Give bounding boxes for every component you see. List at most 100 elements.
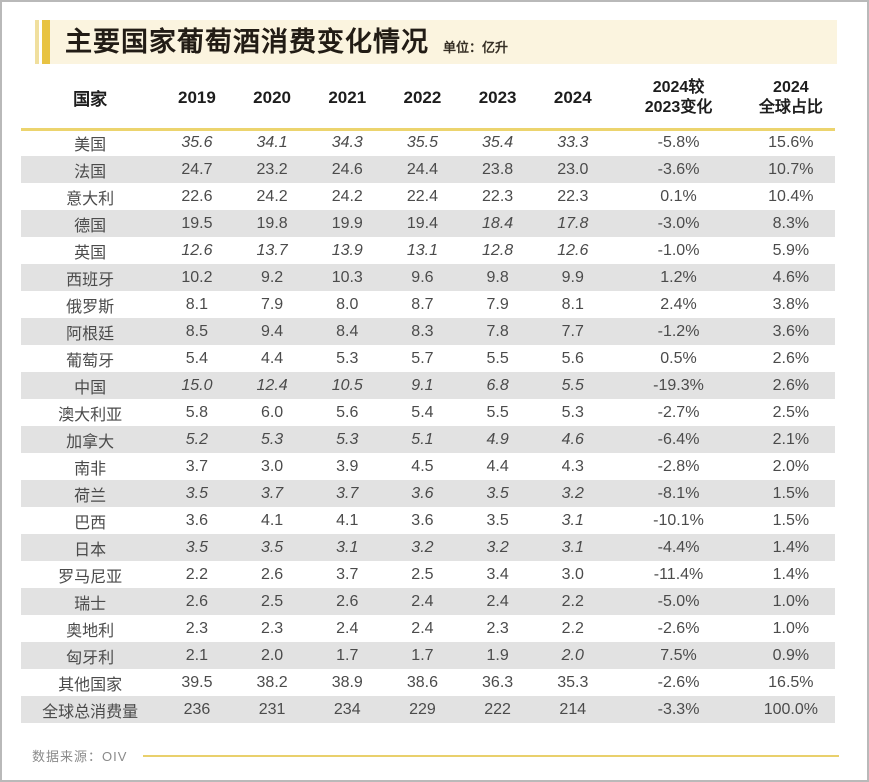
change-cell: -3.6% (657, 160, 700, 178)
year-value-cell: 4.3 (561, 457, 584, 475)
consumption-table: 国家 2019 2020 2021 2022 2023 2024 2024较 2… (21, 68, 835, 723)
country-cell: 俄罗斯 (66, 298, 115, 316)
table-header-row: 国家 2019 2020 2021 2022 2023 2024 2024较 2… (21, 68, 835, 131)
table-row: 加拿大 5.2 5.3 5.3 5.1 4.9 4.6 -6.4% 2.1% (21, 426, 835, 453)
year-value-cell: 9.8 (486, 268, 509, 286)
year-value-cell: 12.4 (256, 376, 288, 394)
year-value-cell: 2.4 (336, 619, 359, 637)
year-value-cell: 5.8 (185, 403, 209, 421)
share-cell: 2.5% (772, 403, 810, 421)
year-value-cell: 38.6 (406, 673, 438, 691)
year-value-cell: 4.5 (411, 457, 434, 475)
table-row: 澳大利亚 5.8 6.0 5.6 5.4 5.5 5.3 -2.7% 2.5% (21, 399, 835, 426)
year-value-cell: 3.7 (336, 484, 359, 502)
unit-label: 单位：亿升 (443, 39, 509, 55)
column-header-2021: 2021 (309, 68, 385, 131)
country-cell: 法国 (74, 163, 107, 181)
year-value-cell: 22.3 (557, 187, 589, 205)
share-cell: 1.5% (772, 511, 810, 529)
year-value-cell: 5.3 (561, 403, 584, 421)
year-value-cell: 10.3 (331, 268, 363, 286)
year-value-cell: 3.1 (336, 538, 359, 556)
change-cell: -2.6% (657, 673, 700, 691)
year-value-cell: 222 (484, 700, 511, 718)
year-value-cell: 6.8 (486, 376, 509, 394)
year-value-cell: 3.6 (411, 511, 434, 529)
year-value-cell: 5.6 (561, 349, 584, 367)
country-cell: 荷兰 (74, 487, 107, 505)
year-value-cell: 22.4 (406, 187, 438, 205)
share-cell: 10.7% (768, 160, 814, 178)
year-value-cell: 7.8 (486, 322, 509, 340)
page-title: 主要国家葡萄酒消费变化情况 (65, 26, 429, 57)
change-cell: -10.1% (653, 511, 704, 529)
year-value-cell: 2.4 (411, 619, 434, 637)
year-value-cell: 38.9 (331, 673, 363, 691)
year-value-cell: 8.0 (336, 295, 359, 313)
change-cell: -11.4% (653, 565, 704, 583)
share-cell: 0.9% (772, 646, 810, 664)
country-cell: 中国 (74, 379, 107, 397)
year-value-cell: 3.5 (486, 511, 509, 529)
year-value-cell: 3.5 (185, 484, 209, 502)
year-value-cell: 2.0 (561, 646, 584, 664)
year-value-cell: 3.6 (411, 484, 434, 502)
table-row: 南非 3.7 3.0 3.9 4.5 4.4 4.3 -2.8% 2.0% (21, 453, 835, 480)
year-value-cell: 35.6 (181, 134, 213, 152)
year-value-cell: 2.3 (185, 619, 209, 637)
share-cell: 2.6% (772, 376, 810, 394)
year-value-cell: 214 (559, 700, 587, 718)
share-cell: 2.1% (772, 430, 810, 448)
table-row: 全球总消费量 236 231 234 229 222 214 -3.3% 100.0% (21, 696, 835, 723)
share-cell: 1.0% (772, 619, 810, 637)
year-value-cell: 5.3 (336, 430, 359, 448)
table-row: 阿根廷 8.5 9.4 8.4 8.3 7.8 7.7 -1.2% 3.6% (21, 318, 835, 345)
column-header-2024: 2024 (535, 68, 611, 131)
table-row: 英国 12.6 13.7 13.9 13.1 12.8 12.6 -1.0% 5.9% (21, 237, 835, 264)
column-header-change: 2024较 2023变化 (610, 68, 747, 131)
country-cell: 瑞士 (74, 595, 107, 613)
year-value-cell: 35.5 (406, 134, 438, 152)
year-value-cell: 2.6 (336, 592, 359, 610)
change-cell: 0.1% (660, 187, 697, 205)
share-cell: 3.8% (772, 295, 810, 313)
year-value-cell: 34.1 (256, 134, 288, 152)
year-value-cell: 2.0 (260, 646, 284, 664)
year-value-cell: 1.9 (486, 646, 509, 664)
year-value-cell: 17.8 (557, 214, 589, 232)
change-cell: 2.4% (660, 295, 697, 313)
year-value-cell: 5.4 (411, 403, 434, 421)
year-value-cell: 23.8 (482, 160, 514, 178)
country-cell: 澳大利亚 (58, 406, 123, 424)
year-value-cell: 3.1 (561, 511, 584, 529)
change-cell: -1.2% (657, 322, 700, 340)
year-value-cell: 3.6 (185, 511, 209, 529)
footer: 数据来源：OIV (32, 746, 839, 765)
year-value-cell: 4.6 (561, 430, 584, 448)
country-cell: 西班牙 (66, 271, 115, 289)
year-value-cell: 7.7 (561, 322, 584, 340)
year-value-cell: 1.7 (336, 646, 359, 664)
country-cell: 其他国家 (58, 676, 123, 694)
table-row: 德国 19.5 19.8 19.9 19.4 18.4 17.8 -3.0% 8.3% (21, 210, 835, 237)
country-cell: 阿根廷 (66, 325, 115, 343)
year-value-cell: 6.0 (260, 403, 284, 421)
year-value-cell: 34.3 (331, 134, 363, 152)
share-cell: 1.5% (772, 484, 810, 502)
year-value-cell: 4.9 (486, 430, 509, 448)
year-value-cell: 5.3 (260, 430, 284, 448)
country-cell: 美国 (74, 137, 107, 155)
table-body: 美国 35.6 34.1 34.3 35.5 35.4 33.3 -5.8% 15.6% 法国 24… (21, 129, 835, 723)
year-value-cell: 38.2 (256, 673, 288, 691)
share-cell: 100.0% (763, 700, 818, 718)
year-value-cell: 9.2 (260, 268, 284, 286)
change-cell: -8.1% (657, 484, 700, 502)
data-source-label: 数据来源：OIV (32, 749, 128, 764)
year-value-cell: 2.5 (260, 592, 284, 610)
table-row: 奥地利 2.3 2.3 2.4 2.4 2.3 2.2 -2.6% 1.0% (21, 615, 835, 642)
year-value-cell: 3.2 (561, 484, 584, 502)
share-cell: 10.4% (768, 187, 814, 205)
year-value-cell: 24.7 (181, 160, 213, 178)
year-value-cell: 2.6 (260, 565, 284, 583)
